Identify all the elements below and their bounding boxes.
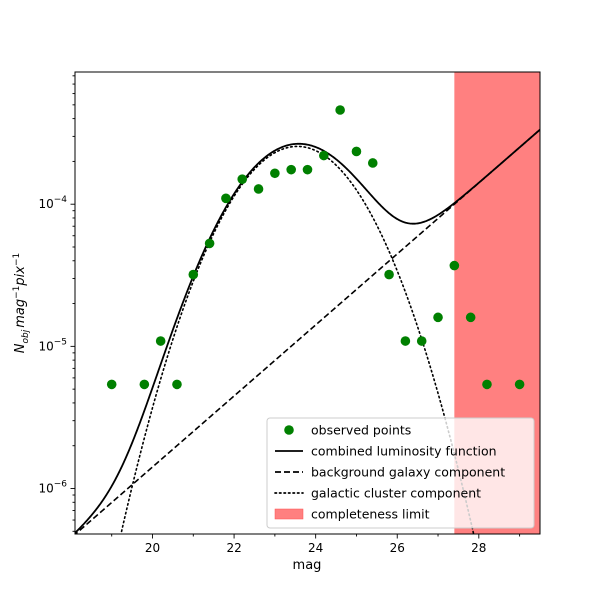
observed-point <box>221 193 231 204</box>
y-tick-label: 10−5 <box>38 337 67 353</box>
legend-item: background galaxy component <box>275 465 505 480</box>
observed-point <box>465 312 476 323</box>
x-tick-label: 24 <box>308 541 323 555</box>
observed-point <box>286 164 296 175</box>
background-galaxy-component-line <box>75 128 540 534</box>
legend-item: combined luminosity function <box>275 444 497 459</box>
observed-point <box>253 184 264 194</box>
y-tick-label: 10−4 <box>38 195 67 211</box>
observed-point <box>482 379 492 390</box>
legend-item: completeness limit <box>274 507 430 522</box>
observed-point <box>237 174 248 184</box>
axes-frame <box>74 71 541 535</box>
legend-box <box>266 417 535 529</box>
combined-luminosity-function-line <box>75 128 540 534</box>
observed-point <box>188 269 199 280</box>
observed-point <box>302 164 313 175</box>
observed-point <box>449 260 460 271</box>
observed-point <box>433 312 443 323</box>
legend-label: observed points <box>311 423 411 438</box>
observed-point <box>335 105 345 115</box>
legend-item: observed points <box>284 423 411 438</box>
observed-point <box>155 336 166 346</box>
legend-label: galactic cluster component <box>311 486 481 501</box>
y-axis-label: Nobjmag−1pix−1 <box>12 253 31 353</box>
legend-label: background galaxy component <box>311 465 505 480</box>
x-axis: 20 22 24 26 28 <box>111 534 521 555</box>
observed-point <box>270 168 280 179</box>
legend-label: completeness limit <box>311 507 430 522</box>
observed-point <box>367 158 378 168</box>
observed-point <box>384 269 394 280</box>
observed-point <box>172 379 182 390</box>
observed-point <box>319 150 329 161</box>
points-layer <box>106 105 525 390</box>
x-axis-label: mag <box>293 558 322 573</box>
observed-point <box>204 238 215 249</box>
legend: observed points combined luminosity funct… <box>266 417 535 529</box>
x-tick-label: 28 <box>471 541 486 555</box>
legend-marker <box>284 425 294 435</box>
legend-label: combined luminosity function <box>311 444 497 459</box>
x-tick-label: 20 <box>145 541 160 555</box>
observed-point <box>400 336 411 346</box>
observed-point <box>139 379 150 390</box>
legend-patch <box>274 508 304 520</box>
x-tick-label: 26 <box>390 541 405 555</box>
observed-point <box>106 379 117 390</box>
observed-point <box>351 146 362 157</box>
x-tick-label: 22 <box>226 541 241 555</box>
legend-item: galactic cluster component <box>274 486 481 501</box>
y-tick-label: 10−6 <box>38 480 67 496</box>
observed-point <box>416 336 427 346</box>
observed-point <box>514 379 525 390</box>
